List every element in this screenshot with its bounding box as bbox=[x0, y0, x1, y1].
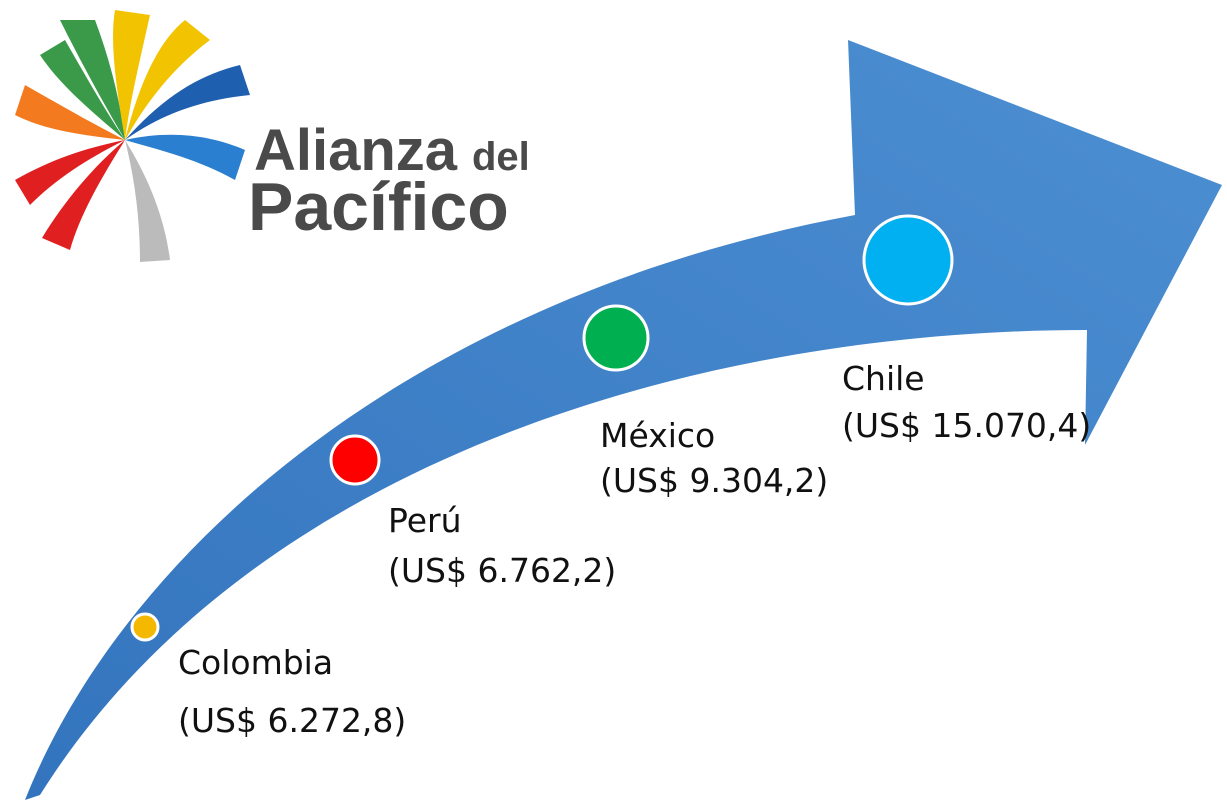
item-value: (US$ 15.070,4) bbox=[842, 406, 1091, 445]
item-name: Chile bbox=[842, 359, 925, 398]
logo-text: Pacífico bbox=[248, 169, 509, 245]
item-name: Perú bbox=[388, 501, 462, 540]
dot bbox=[862, 214, 954, 306]
item-name: México bbox=[600, 416, 715, 455]
logo-fan bbox=[15, 10, 250, 262]
item-value: (US$ 6.762,2) bbox=[388, 551, 616, 590]
item-name: Colombia bbox=[178, 643, 333, 682]
item-value: (US$ 6.272,8) bbox=[178, 701, 406, 740]
item-value: (US$ 9.304,2) bbox=[600, 461, 828, 500]
logo-text: del bbox=[472, 135, 530, 179]
dot bbox=[329, 434, 381, 486]
logo-text: Alianza bbox=[254, 118, 458, 183]
dot bbox=[582, 304, 650, 372]
dot bbox=[130, 612, 160, 642]
